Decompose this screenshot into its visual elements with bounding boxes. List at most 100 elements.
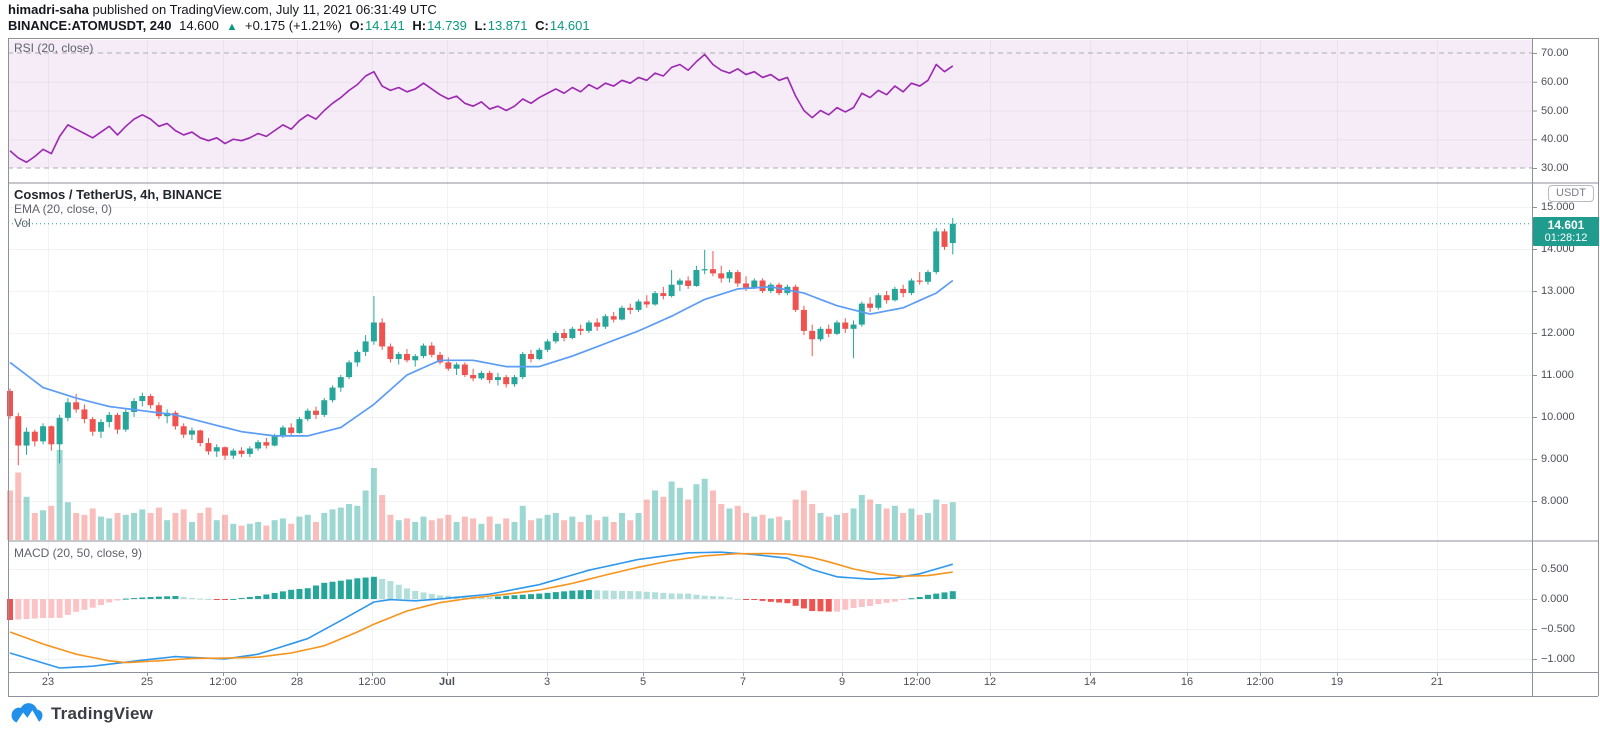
volume-bar (685, 499, 692, 540)
macd-histogram-bar (511, 595, 518, 599)
candle-body (180, 426, 187, 435)
macd-histogram-bar (238, 597, 245, 599)
volume-bar (453, 522, 460, 540)
volume-bar (312, 522, 319, 540)
volume-layer (7, 450, 956, 540)
volume-bar (188, 522, 195, 540)
volume-bar (577, 522, 584, 540)
tradingview-logo[interactable]: TradingView (10, 701, 153, 727)
publish-line: himadri-saha published on TradingView.co… (8, 2, 594, 18)
price-axis-label: 14.000 (1541, 243, 1575, 255)
volume-bar (552, 513, 559, 540)
time-axis-label: 12:00 (903, 676, 931, 688)
volume-bar (288, 523, 295, 540)
volume-bar (106, 518, 113, 540)
candle-body (908, 280, 915, 294)
volume-bar (131, 513, 138, 540)
macd-histogram-bar (205, 598, 212, 600)
time-axis-label: 19 (1330, 676, 1344, 688)
macd-histogram-bar (56, 599, 63, 618)
macd-histogram-bar (908, 598, 915, 600)
macd-histogram-bar (279, 591, 286, 599)
candle-body (437, 354, 444, 363)
macd-histogram-bar (660, 592, 667, 599)
macd-axis-label: 0.500 (1541, 563, 1569, 575)
candle-body (577, 328, 584, 331)
macd-histogram-bar (188, 598, 195, 599)
last-price-tag: 14.601 01:28:12 (1533, 217, 1599, 246)
volume-bar (536, 518, 543, 540)
candle-body (420, 345, 427, 357)
macd-histogram-bar (519, 594, 526, 599)
candle-body (428, 345, 435, 355)
macd-histogram-bar (197, 598, 204, 600)
close-value: 14.601 (549, 18, 590, 33)
volume-bar (222, 514, 229, 540)
candle-body (453, 364, 460, 369)
macd-histogram-bar (718, 596, 725, 599)
candle-body (734, 272, 741, 284)
macd-histogram-bar (337, 580, 344, 599)
volume-bar (792, 499, 799, 540)
candle-body (544, 341, 551, 350)
macd-histogram-bar (230, 598, 237, 600)
candle-body (494, 377, 501, 381)
candle-body (941, 231, 948, 247)
volume-bar (933, 499, 940, 540)
macd-histogram-bar (594, 590, 601, 599)
volume-bar (139, 509, 146, 540)
volume-bar (337, 507, 344, 540)
volume-bar (461, 516, 468, 540)
candle-body (891, 288, 898, 301)
volume-bar (81, 514, 88, 540)
volume-bar (379, 495, 386, 540)
macd-histogram-bar (255, 596, 262, 599)
macd-histogram-bar (809, 599, 816, 611)
main-legend[interactable]: Cosmos / TetherUS, 4h, BINANCE EMA (20, … (14, 187, 222, 230)
volume-bar (31, 513, 38, 540)
volume-bar (40, 510, 47, 540)
macd-histogram-bar (544, 592, 551, 599)
macd-line (9, 551, 954, 669)
candle-body (511, 377, 518, 385)
macd-signal-line (9, 552, 953, 664)
volume-bar (205, 507, 212, 540)
candle-body (585, 322, 592, 331)
candle-body (668, 284, 675, 297)
macd-histogram-bar (536, 593, 543, 599)
candle-body (131, 401, 138, 412)
price-axis-label: 15.000 (1541, 201, 1575, 213)
macd-histogram-bar (949, 591, 956, 599)
candle-body (552, 333, 559, 342)
macd-legend[interactable]: MACD (20, 50, close, 9) (14, 546, 142, 560)
volume-bar (767, 518, 774, 540)
candle-body (569, 328, 576, 339)
candle-body (685, 280, 692, 286)
price-axis-label: 10.000 (1541, 411, 1575, 423)
candle-body (395, 354, 402, 360)
volume-bar (445, 514, 452, 540)
candle-body (850, 324, 857, 329)
candle-body (40, 426, 47, 442)
volume-bar (867, 499, 874, 540)
candle-body (949, 223, 956, 244)
candle-body (31, 431, 38, 442)
volume-bar (842, 513, 849, 540)
time-axis-label: 21 (1430, 676, 1444, 688)
price-axis[interactable] (1532, 38, 1598, 672)
macd-histogram-bar (139, 597, 146, 599)
rsi-legend[interactable]: RSI (20, close) (14, 41, 93, 55)
last-price-tag-value: 14.601 (1547, 218, 1585, 232)
volume-bar (263, 525, 270, 540)
author-name: himadri-saha (8, 2, 89, 17)
time-axis[interactable] (8, 672, 1598, 696)
candle-body (718, 273, 725, 279)
volume-bar (858, 495, 865, 540)
volume-bar (246, 523, 253, 540)
candle-body (867, 303, 874, 308)
macd-histogram-bar (709, 596, 716, 599)
macd-histogram-bar (486, 597, 493, 599)
close-label: C: (535, 18, 549, 33)
candle-body (312, 410, 319, 415)
